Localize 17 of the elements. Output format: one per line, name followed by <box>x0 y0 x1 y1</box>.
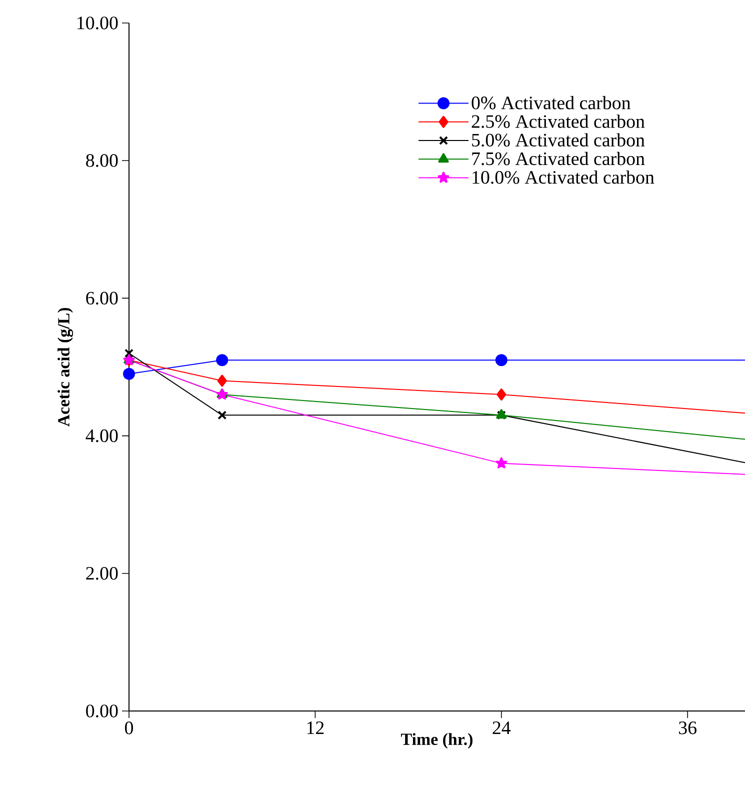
y-tick-label: 2.00 <box>86 566 118 580</box>
legend-label: 5.0% Activated carbon <box>472 133 645 147</box>
x-tick-label: 36 <box>679 722 696 734</box>
legend-label: 10.0% Activated carbon <box>472 170 654 184</box>
x-tick-label: 24 <box>492 722 511 734</box>
legend-label: 7.5% Activated carbon <box>472 152 645 166</box>
y-tick-label: 8.00 <box>86 154 118 168</box>
x-tick-label: 0 <box>124 722 133 734</box>
legend-label: 2.5% Activated carbon <box>472 114 645 128</box>
y-axis-title: Acetic acid (g/L) <box>58 308 74 427</box>
y-tick-label: 10.00 <box>78 16 118 30</box>
y-tick-label: 0.00 <box>86 704 118 718</box>
x-tick-label: 12 <box>307 722 324 734</box>
y-tick-label: 6.00 <box>86 292 118 305</box>
legend-label: 0% Activated carbon <box>472 96 631 110</box>
x-axis-title: Time (hr.) <box>401 733 472 748</box>
y-tick-label: 4.00 <box>86 429 118 442</box>
